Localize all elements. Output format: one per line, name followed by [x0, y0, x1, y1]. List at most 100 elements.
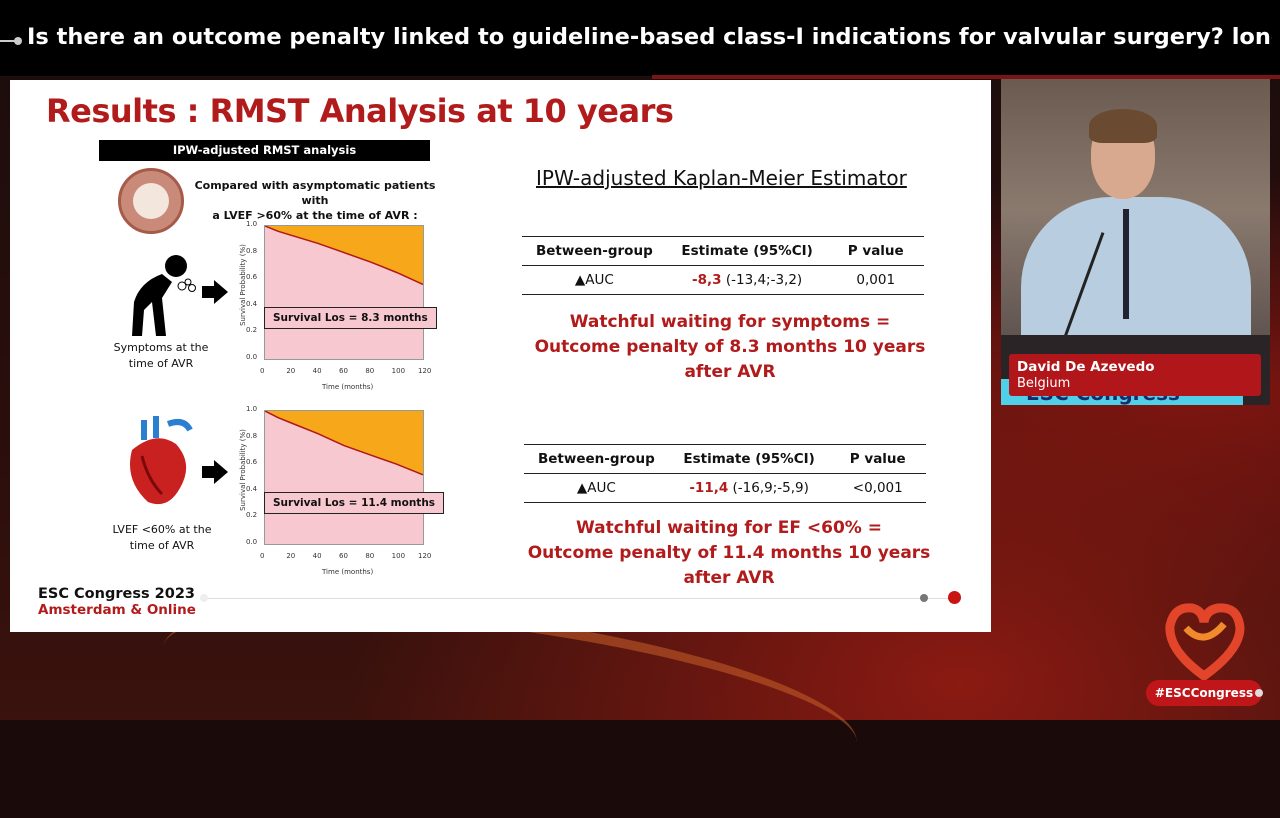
table-cell-group: ▲AUC [524, 473, 669, 503]
table-cell-pvalue: <0,001 [829, 473, 926, 503]
progress-current-dot [948, 591, 961, 604]
penalty-2-line-1: Watchful waiting for EF <60% = [576, 518, 882, 538]
x-axis-label: Time (months) [322, 383, 374, 391]
progress-start-dot [200, 594, 208, 602]
table-cell-estimate: -8,3 (-13,4;-3,2) [666, 265, 828, 295]
y-tick-label: 0.2 [246, 326, 258, 335]
y-tick-label: 0.4 [246, 484, 258, 493]
km-plot-area [264, 225, 424, 360]
survival-curve [265, 226, 423, 286]
table-cell-group: ▲AUC [522, 265, 667, 295]
x-tick-label: 100 [391, 552, 406, 560]
x-tick-label: 120 [418, 552, 432, 560]
slide-title: Results : RMST Analysis at 10 years [46, 92, 674, 130]
km-curve-svg [265, 411, 423, 476]
y-tick-label: 0.8 [246, 431, 258, 440]
video-title: Is there an outcome penalty linked to gu… [27, 24, 1272, 50]
speaker-nameplate: David De Azevedo Belgium [1009, 354, 1261, 396]
table-header-pvalue: P value [827, 236, 924, 266]
x-tick-label: 120 [418, 367, 432, 375]
table-header-estimate: Estimate (95%CI) [668, 444, 830, 474]
comparison-text: Compared with asymptomatic patients with… [190, 178, 440, 223]
penalty-2-line-2: Outcome penalty of 11.4 months 10 years [527, 543, 931, 563]
table-cell-pvalue: 0,001 [827, 265, 924, 295]
y-tick-label: 0.2 [246, 511, 258, 520]
hashtag-dot [1255, 689, 1263, 697]
symptoms-label-line-2: time of AVR [128, 357, 194, 370]
progress-dot [920, 594, 928, 602]
x-tick-label: 100 [391, 367, 406, 375]
penalty-text-1: Watchful waiting for symptoms = Outcome … [530, 310, 930, 385]
rmst-header: IPW-adjusted RMST analysis [99, 140, 430, 161]
penalty-1-line-2: Outcome penalty of 8.3 months 10 years [534, 337, 926, 357]
y-tick-label: 0.0 [246, 538, 258, 546]
comparison-line-1: Compared with asymptomatic patients with [194, 179, 436, 207]
y-tick-label: 0.6 [246, 273, 258, 282]
penalty-1-line-3: after AVR [684, 362, 776, 382]
table-cell-estimate: -11,4 (-16,9;-5,9) [668, 473, 830, 503]
speaker-name: David De Azevedo [1017, 359, 1155, 375]
title-bar-line [0, 40, 16, 42]
table-header-group: Between-group [522, 236, 667, 266]
video-title-bar: Is there an outcome penalty linked to gu… [0, 0, 1280, 76]
speaker-hair [1089, 109, 1157, 143]
lvef-label: LVEF <60% at the time of AVR [106, 522, 218, 554]
speaker-lanyard [1123, 209, 1129, 319]
x-tick-label: 40 [312, 552, 322, 560]
y-tick-label: 1.0 [246, 220, 258, 228]
table-header-pvalue: P value [829, 444, 926, 474]
survival-loss-annotation: Survival Los = 11.4 months [264, 492, 445, 514]
slide-progress-line [204, 598, 954, 599]
aortic-valve-image [118, 168, 184, 234]
comparison-line-2: a LVEF >60% at the time of AVR : [212, 209, 418, 222]
x-tick-label: 60 [339, 367, 348, 375]
penalty-2-line-3: after AVR [683, 568, 775, 588]
table-row: ▲AUC -8,3 (-13,4;-3,2) 0,001 [522, 265, 924, 295]
y-tick-label: 0.8 [246, 246, 258, 255]
km-estimator-title: IPW-adjusted Kaplan-Meier Estimator [536, 166, 907, 190]
lvef-label-line-2: time of AVR [129, 539, 195, 552]
results-table-1: Between-group Estimate (95%CI) P value ▲… [522, 236, 924, 295]
esc-heart-logo-icon [1165, 603, 1245, 682]
x-tick-label: 40 [312, 367, 322, 375]
title-underline [652, 75, 1280, 79]
x-tick-label: 60 [339, 552, 348, 560]
y-tick-label: 0.4 [246, 299, 258, 308]
title-bar-dot [14, 37, 22, 45]
heart-anatomy-icon [130, 416, 193, 505]
estimate-value: -11,4 [689, 480, 729, 496]
penalty-text-2: Watchful waiting for EF <60% = Outcome p… [524, 516, 934, 591]
hashtag-badge: #ESCCongress [1146, 680, 1262, 706]
x-axis-label: Time (months) [322, 568, 374, 576]
x-tick-label: 80 [365, 552, 375, 560]
penalty-1-line-1: Watchful waiting for symptoms = [569, 312, 891, 332]
presentation-slide: Results : RMST Analysis at 10 years IPW-… [10, 80, 991, 632]
esc-congress-logo: ESC Congress 2023 Amsterdam & Online [38, 586, 196, 618]
survival-loss-area [265, 226, 423, 285]
table-header-group: Between-group [524, 444, 669, 474]
estimate-ci: (-16,9;-5,9) [728, 480, 809, 496]
x-tick-label: 20 [286, 367, 296, 375]
x-tick-label: 0 [260, 367, 265, 375]
footer-line-1: ESC Congress 2023 [38, 586, 195, 602]
km-curve-svg [265, 226, 423, 286]
y-axis-label: Survival Probability (%) [238, 244, 247, 326]
footer-line-2: Amsterdam & Online [38, 602, 196, 618]
symptomatic-person-icon [132, 255, 196, 336]
y-tick-label: 0.0 [246, 353, 258, 361]
lvef-label-line-1: LVEF <60% at the [112, 523, 212, 536]
x-tick-label: 0 [260, 552, 265, 560]
x-tick-label: 80 [365, 367, 375, 375]
y-tick-label: 0.6 [246, 458, 258, 467]
symptoms-label: Symptoms at the time of AVR [106, 340, 216, 372]
estimate-value: -8,3 [692, 272, 722, 288]
km-plot-area [264, 410, 424, 545]
km-plot-symptoms: 0.0 0.2 0.4 0.6 0.8 1.0 0 20 40 60 80 100 120 Surviva… [232, 220, 437, 396]
table-row: ▲AUC -11,4 (-16,9;-5,9) <0,001 [524, 473, 926, 503]
survival-loss-annotation: Survival Los = 8.3 months [264, 307, 437, 329]
table-header-estimate: Estimate (95%CI) [666, 236, 828, 266]
y-axis-label: Survival Probability (%) [238, 429, 247, 511]
results-table-2: Between-group Estimate (95%CI) P value ▲… [524, 444, 926, 503]
symptoms-label-line-1: Symptoms at the [113, 341, 209, 354]
speaker-country: Belgium [1017, 376, 1071, 391]
